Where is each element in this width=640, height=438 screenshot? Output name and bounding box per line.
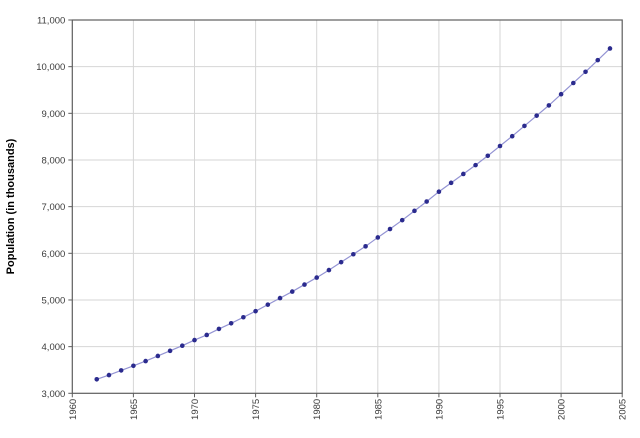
data-point bbox=[204, 332, 210, 338]
data-point bbox=[571, 80, 576, 86]
x-tick-label: 1980 bbox=[312, 399, 323, 420]
data-point bbox=[179, 343, 185, 349]
data-point bbox=[412, 208, 417, 214]
x-tick-label: 1990 bbox=[434, 399, 445, 420]
data-point bbox=[351, 251, 356, 257]
y-axis-labels: 3,000 4,000 5,000 6,000 7,000 8,000 9,000 10,00… bbox=[36, 16, 65, 400]
data-point bbox=[424, 199, 429, 204]
x-tick-label: 1975 bbox=[251, 399, 262, 420]
data-point bbox=[399, 217, 405, 223]
x-tick-label: 1995 bbox=[496, 399, 507, 420]
data-point bbox=[167, 348, 173, 354]
data-point bbox=[485, 153, 491, 159]
data-point bbox=[289, 289, 295, 294]
data-point bbox=[302, 282, 307, 287]
data-point bbox=[192, 337, 197, 343]
data-point bbox=[387, 226, 393, 232]
y-axis-title: Population (in thousands) bbox=[5, 138, 17, 274]
y-tick-label: 4,000 bbox=[42, 342, 66, 353]
data-point bbox=[546, 103, 552, 108]
data-point bbox=[595, 57, 601, 63]
gridlines bbox=[72, 20, 623, 394]
data-point bbox=[436, 189, 442, 195]
population-series-line bbox=[96, 48, 611, 380]
data-point bbox=[94, 377, 100, 382]
data-point bbox=[448, 180, 454, 186]
data-point bbox=[253, 308, 258, 314]
data-point bbox=[228, 321, 234, 326]
data-point bbox=[265, 302, 271, 307]
data-point bbox=[497, 143, 503, 149]
y-tick-label: 10,000 bbox=[36, 62, 65, 73]
data-point bbox=[473, 162, 478, 168]
y-tick-label: 6,000 bbox=[42, 249, 66, 260]
data-point bbox=[241, 314, 246, 320]
data-point bbox=[534, 113, 539, 118]
data-point bbox=[461, 171, 466, 177]
y-tick-label: 3,000 bbox=[42, 389, 66, 400]
data-point bbox=[522, 123, 527, 129]
data-point bbox=[118, 368, 124, 373]
data-point bbox=[375, 235, 381, 240]
data-points bbox=[94, 46, 613, 382]
axis-ticks bbox=[68, 19, 623, 398]
data-point bbox=[155, 353, 161, 359]
data-point bbox=[338, 259, 344, 265]
data-point bbox=[277, 295, 283, 301]
data-point bbox=[509, 133, 515, 139]
x-tick-label: 1965 bbox=[129, 399, 140, 420]
data-point bbox=[131, 363, 136, 369]
y-tick-label: 5,000 bbox=[42, 295, 66, 306]
x-tick-label: 2000 bbox=[557, 399, 568, 420]
data-point bbox=[216, 326, 222, 332]
y-tick-label: 8,000 bbox=[42, 155, 66, 166]
data-point bbox=[143, 358, 148, 364]
data-point bbox=[106, 372, 112, 378]
y-tick-label: 9,000 bbox=[42, 109, 66, 120]
x-tick-label: 1970 bbox=[190, 399, 201, 420]
data-point bbox=[583, 69, 588, 75]
x-tick-label: 1960 bbox=[68, 399, 79, 420]
x-tick-label: 2005 bbox=[618, 399, 629, 420]
data-point bbox=[558, 91, 564, 97]
data-point bbox=[326, 267, 332, 273]
x-axis-labels: 1960 1965 1970 1975 1980 1985 1990 1995 2000 2005 bbox=[68, 399, 629, 420]
x-tick-label: 1985 bbox=[373, 399, 384, 420]
data-point bbox=[363, 244, 368, 249]
data-point bbox=[607, 46, 613, 51]
y-tick-label: 11,000 bbox=[37, 16, 65, 27]
data-point bbox=[314, 275, 320, 280]
y-tick-label: 7,000 bbox=[42, 202, 66, 213]
